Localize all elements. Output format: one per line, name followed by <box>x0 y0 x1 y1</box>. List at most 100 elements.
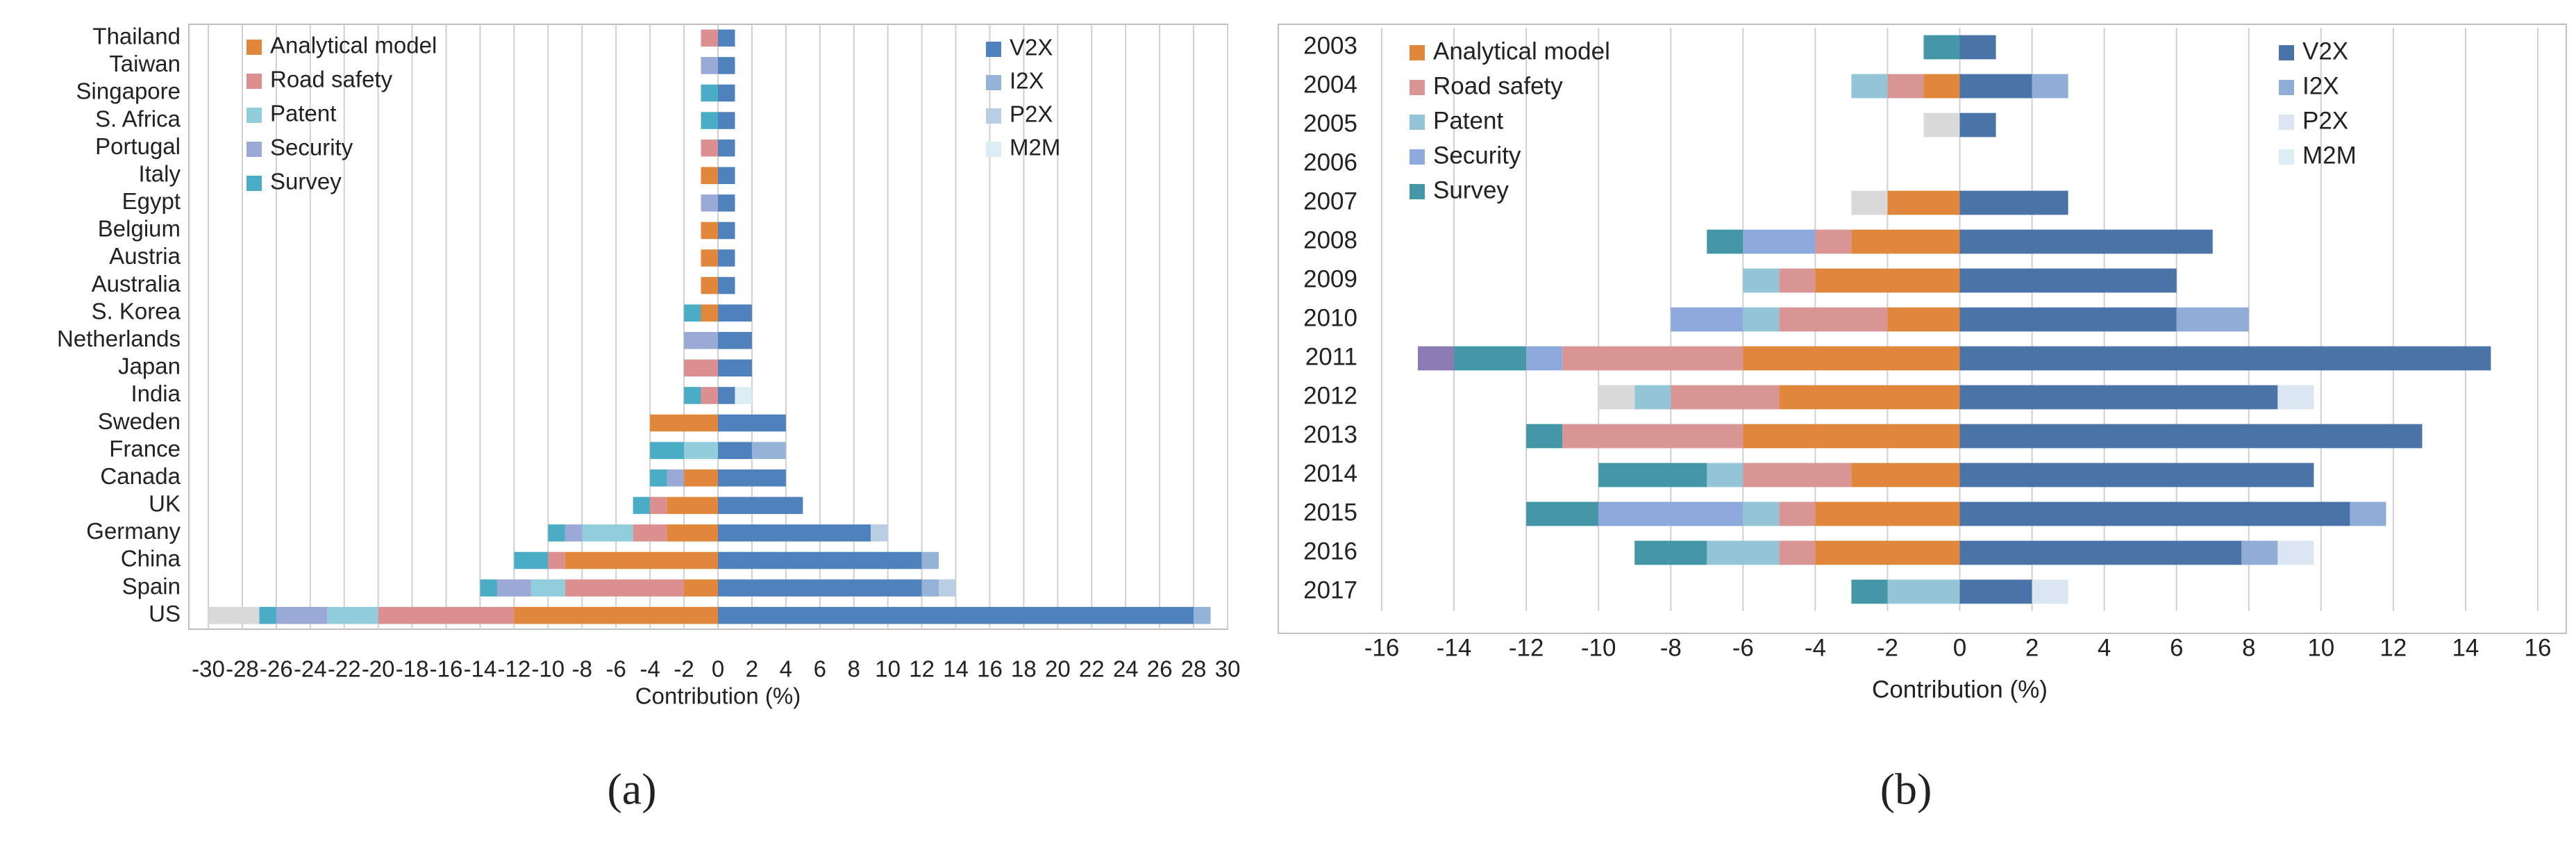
y-tick-label: S. Korea <box>92 298 181 324</box>
x-tick-label: 22 <box>1079 656 1105 682</box>
bar-segment <box>718 442 752 459</box>
x-tick-label: 12 <box>2380 634 2407 661</box>
x-tick-label: -2 <box>674 656 694 682</box>
bar-segment <box>1526 501 1599 526</box>
x-tick-label: 10 <box>2307 634 2334 661</box>
y-tick-label: 2010 <box>1303 304 1357 331</box>
bar-segment <box>1707 229 1743 254</box>
bar-segment <box>208 606 260 624</box>
y-tick-label: Taiwan <box>109 51 181 76</box>
bar-segment <box>939 579 956 597</box>
x-tick-label: 14 <box>2452 634 2479 661</box>
bar-segment <box>650 442 685 459</box>
bar-segment <box>1923 35 1960 60</box>
legend-swatch <box>2279 115 2294 130</box>
bar-segment <box>650 497 667 515</box>
x-tick-label: -26 <box>260 656 293 682</box>
bar-segment <box>564 524 583 542</box>
bar-segment <box>1743 307 1780 332</box>
y-tick-label: Spain <box>122 573 181 599</box>
bar-segment <box>1598 501 1743 526</box>
x-tick-label: 24 <box>1113 656 1139 682</box>
bar-segment <box>514 551 549 569</box>
bar-segment <box>735 387 752 404</box>
bar-segment <box>2350 501 2386 526</box>
bar-segment <box>701 112 718 129</box>
x-tick-label: -24 <box>294 656 327 682</box>
bar-segment <box>701 139 718 157</box>
legend-label: Patent <box>270 101 336 126</box>
legend-label: P2X <box>2302 107 2348 134</box>
x-tick-label: -16 <box>430 656 463 682</box>
bar-segment <box>1779 540 1816 565</box>
legend-label: Analytical model <box>270 33 437 58</box>
legend-swatch <box>1410 184 1425 199</box>
x-tick-label: 6 <box>2170 634 2183 661</box>
y-tick-label: Austria <box>109 243 181 269</box>
x-tick-label: -6 <box>1732 634 1754 661</box>
y-tick-label: 2017 <box>1303 576 1357 603</box>
bar-segment <box>921 579 939 597</box>
bar-segment <box>718 469 786 487</box>
x-tick-label: -10 <box>1581 634 1616 661</box>
legend-swatch <box>2279 80 2294 95</box>
caption: (a) <box>607 765 656 814</box>
y-tick-label: S. Africa <box>95 106 181 131</box>
x-tick-label: -28 <box>226 656 259 682</box>
y-tick-label: 2008 <box>1303 226 1357 253</box>
bar-segment <box>2241 540 2278 565</box>
bar-segment <box>921 551 939 569</box>
bar-segment <box>701 167 718 185</box>
y-tick-label: 2006 <box>1303 149 1357 176</box>
x-tick-label: -2 <box>1877 634 1898 661</box>
x-tick-label: -4 <box>1805 634 1826 661</box>
bar-segment <box>701 249 718 267</box>
bar-segment <box>684 359 718 377</box>
bar-segment <box>718 112 735 129</box>
bar-segment <box>2032 74 2068 99</box>
x-tick-label: 2 <box>746 656 758 682</box>
x-tick-label: 8 <box>2242 634 2255 661</box>
bar-segment <box>378 606 515 624</box>
legend-swatch <box>246 108 262 123</box>
x-axis-label: Contribution (%) <box>1872 676 2048 703</box>
bar-segment <box>2176 307 2249 332</box>
bar-segment <box>684 442 718 459</box>
y-tick-label: UK <box>149 491 181 517</box>
bar-segment <box>1743 501 1780 526</box>
bar-segment <box>1743 268 1780 293</box>
bar-segment <box>718 332 752 349</box>
bar-segment <box>564 579 685 597</box>
x-tick-label: -16 <box>1364 634 1400 661</box>
bar-segment <box>1454 346 1527 371</box>
bar-segment <box>633 524 667 542</box>
legend-label: I2X <box>2302 72 2339 99</box>
y-tick-label: 2015 <box>1303 499 1357 526</box>
y-tick-label: 2005 <box>1303 110 1357 137</box>
legend-label: M2M <box>2302 142 2357 169</box>
y-tick-label: China <box>121 546 181 572</box>
bar-segment <box>2277 540 2314 565</box>
legend-swatch <box>1410 115 1425 130</box>
bar-segment <box>667 469 685 487</box>
caption: (b) <box>1880 765 1932 814</box>
y-tick-label: 2004 <box>1303 71 1357 98</box>
bar-segment <box>1779 307 1888 332</box>
bar-segment <box>1959 346 2491 371</box>
bar-segment <box>1959 424 2423 449</box>
bar-segment <box>1959 463 2314 488</box>
bar-segment <box>718 304 752 322</box>
x-tick-label: -8 <box>572 656 592 682</box>
bar-segment <box>1959 579 2032 604</box>
bar-segment <box>718 139 735 157</box>
bar-segment <box>684 304 701 322</box>
bar-segment <box>701 387 718 404</box>
bar-segment <box>1959 35 1996 60</box>
bar-segment <box>701 304 718 322</box>
legend-swatch <box>986 42 1001 57</box>
bar-segment <box>1887 190 1960 215</box>
x-axis-label: Contribution (%) <box>635 683 801 709</box>
legend-swatch <box>246 40 262 55</box>
bar-segment <box>701 194 718 212</box>
